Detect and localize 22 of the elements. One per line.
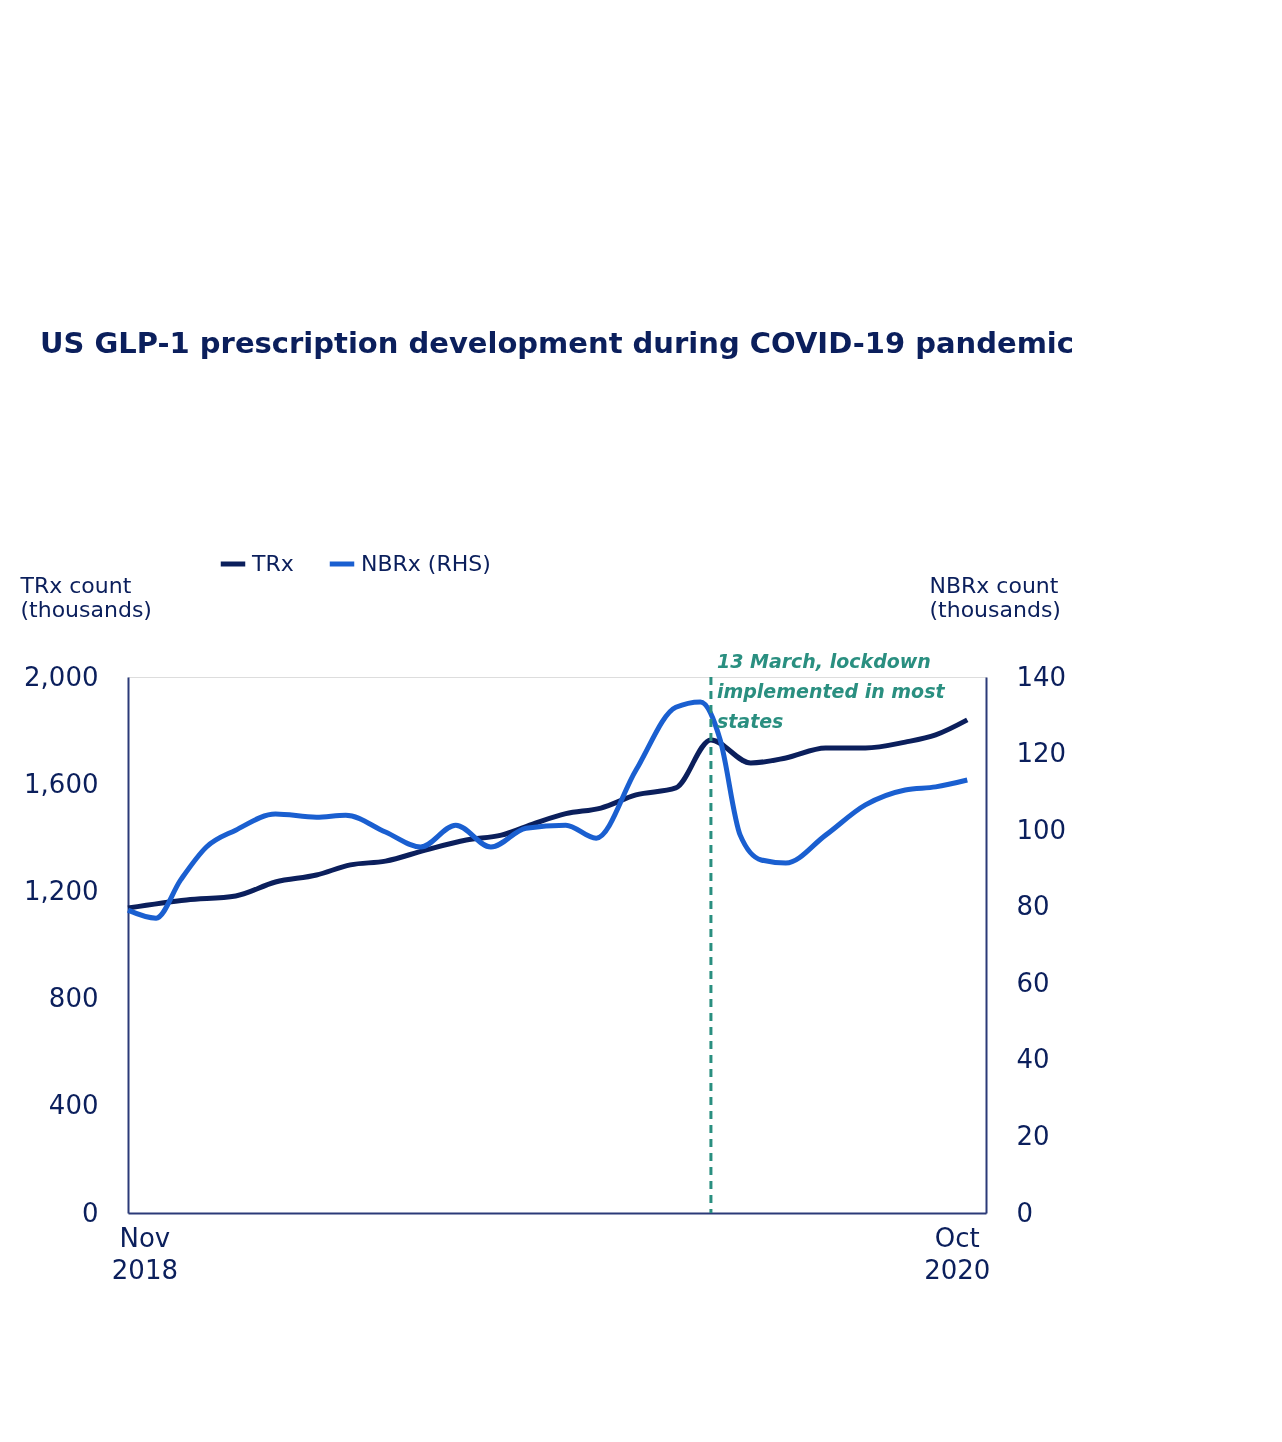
y2-tick-label: 0 [1016,1197,1034,1228]
y2-tick-label: 60 [1016,967,1050,998]
x-tick-label: Nov 2018 [111,1222,178,1285]
y2-tick-label: 20 [1016,1120,1050,1151]
chart-title: US GLP-1 prescription development during COVID-19 pandemic [39,326,1075,360]
y2-tick-label: 40 [1016,1044,1050,1075]
legend-label: NBRx (RHS) [361,551,491,576]
y-tick-label: 1,200 [24,875,99,906]
y2-tick-label: 140 [1016,661,1067,692]
y2-axis-title: NBRx count (thousands) [929,572,1061,622]
x-tick-label: Oct 2020 [924,1222,991,1285]
y-tick-label: 1,600 [24,768,99,799]
legend-label: TRx [251,551,294,576]
y-tick-label: 400 [48,1090,99,1121]
y2-tick-label: 80 [1016,891,1050,922]
y-axis-title: TRx count (thousands) [19,572,152,622]
y-tick-label: 0 [81,1197,99,1228]
y-tick-label: 2,000 [24,661,99,692]
y-tick-label: 800 [48,983,99,1014]
y2-tick-label: 120 [1016,738,1067,769]
ref-line-label: 13 March, lockdown implemented in most states [716,650,946,732]
y2-tick-label: 100 [1016,814,1067,845]
